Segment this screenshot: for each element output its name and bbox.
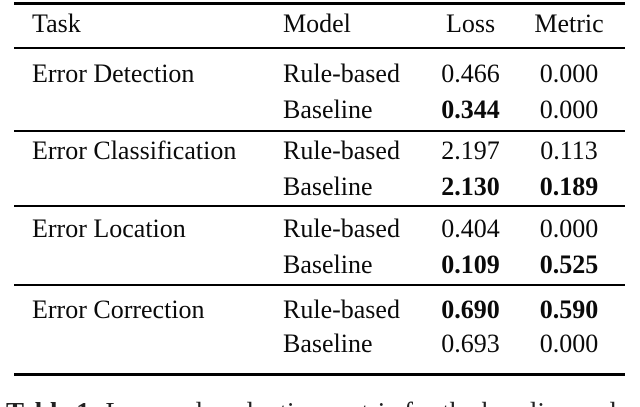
metric-cell: 0.000	[539, 214, 599, 243]
metric-cell: 0.525	[539, 250, 599, 279]
model-cell: Baseline	[283, 172, 373, 201]
caption-label: Table 1:	[6, 397, 99, 407]
metric-cell: 0.000	[539, 59, 599, 88]
rule-after-section1	[14, 130, 625, 132]
model-cell: Rule-based	[283, 136, 400, 165]
table-row: Baseline 0.693 0.000	[14, 326, 625, 362]
table-row: Baseline 2.130 0.189	[14, 169, 625, 205]
col-header-task: Task	[32, 9, 81, 38]
table-row: Error Correction Rule-based 0.690 0.590	[14, 292, 625, 328]
metric-cell: 0.000	[539, 329, 599, 358]
rule-after-section2	[14, 205, 625, 207]
rule-top	[14, 2, 625, 5]
task-cell: Error Location	[32, 214, 186, 243]
metric-cell: 0.590	[539, 295, 599, 324]
col-header-metric: Metric	[534, 9, 604, 38]
model-cell: Rule-based	[283, 295, 400, 324]
loss-cell: 0.690	[441, 295, 500, 324]
model-cell: Rule-based	[283, 59, 400, 88]
task-cell: Error Correction	[32, 295, 205, 324]
model-cell: Baseline	[283, 250, 373, 279]
metric-cell: 0.000	[539, 95, 599, 124]
table-row: Baseline 0.109 0.525	[14, 247, 625, 283]
loss-cell: 0.344	[441, 95, 500, 124]
model-cell: Baseline	[283, 329, 373, 358]
loss-cell: 0.466	[441, 59, 500, 88]
loss-cell: 2.197	[441, 136, 500, 165]
rule-bottom	[14, 373, 625, 376]
metric-cell: 0.113	[540, 136, 598, 165]
rule-below-header	[14, 47, 625, 49]
model-cell: Rule-based	[283, 214, 400, 243]
table-row: Error Detection Rule-based 0.466 0.000	[14, 56, 625, 92]
table-row: Error Location Rule-based 0.404 0.000	[14, 211, 625, 247]
task-cell: Error Classification	[32, 136, 237, 165]
loss-cell: 0.404	[441, 214, 500, 243]
rule-after-section3	[14, 284, 625, 286]
loss-cell: 0.693	[441, 329, 500, 358]
task-cell: Error Detection	[32, 59, 195, 88]
table-row: Baseline 0.344 0.000	[14, 92, 625, 128]
col-header-model: Model	[283, 9, 351, 38]
table-row: Error Classification Rule-based 2.197 0.…	[14, 133, 625, 169]
loss-cell: 2.130	[441, 172, 500, 201]
header-row: Task Model Loss Metric	[14, 6, 625, 42]
model-cell: Baseline	[283, 95, 373, 124]
metric-cell: 0.189	[539, 172, 599, 201]
caption-text: Loss and evaluation metric for the basel…	[106, 397, 617, 407]
table-caption: Table 1: Loss and evaluation metric for …	[6, 396, 634, 407]
loss-cell: 0.109	[441, 250, 500, 279]
col-header-loss: Loss	[445, 9, 496, 38]
